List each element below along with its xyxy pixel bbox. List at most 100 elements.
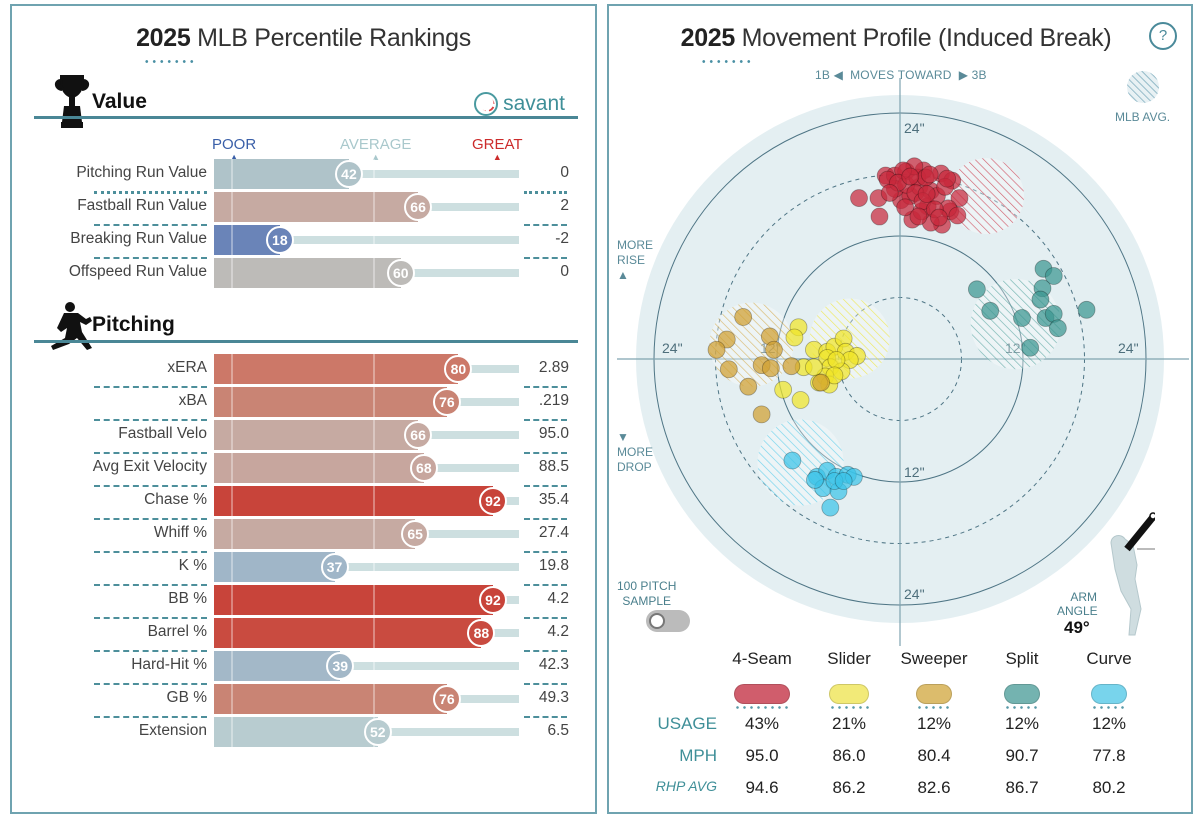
percentile-bar	[214, 453, 424, 483]
row-divider	[524, 191, 567, 194]
pitch-point-4-seam	[950, 189, 969, 207]
percentile-badge: 42	[334, 160, 363, 188]
row-divider	[94, 716, 207, 718]
poor-marker-line	[231, 684, 233, 714]
poor-marker-line	[231, 618, 233, 648]
percentile-track	[377, 728, 519, 736]
pitch-point-split	[1044, 267, 1063, 285]
row-divider	[524, 485, 567, 487]
pitch-point-curve	[834, 472, 853, 490]
average-marker-line	[373, 354, 375, 384]
usage-row-label: USAGE	[657, 714, 717, 733]
average-marker-line	[373, 387, 375, 417]
percentile-row[interactable]: Fastball Run Value 66 2	[12, 192, 599, 222]
percentile-row[interactable]: Avg Exit Velocity 68 88.5	[12, 453, 599, 483]
metric-label: K %	[178, 557, 207, 574]
percentile-row[interactable]: Chase % 92 35.4	[12, 486, 599, 516]
average-marker-line	[373, 651, 375, 681]
metric-value: -2	[555, 230, 569, 247]
metric-value: 49.3	[538, 689, 569, 706]
percentile-row[interactable]: Hard-Hit % 39 42.3	[12, 651, 599, 681]
percentile-row[interactable]: Extension 52 6.5	[12, 717, 599, 747]
percentile-row[interactable]: Whiff % 65 27.4	[12, 519, 599, 549]
up-arrow-icon: ▲	[617, 268, 629, 282]
pitch-point-4-seam	[917, 185, 936, 203]
row-divider	[524, 716, 567, 718]
pitch-swatch-underline	[1091, 706, 1127, 709]
percentile-bar	[214, 618, 482, 648]
percentile-row[interactable]: Barrel % 88 4.2	[12, 618, 599, 648]
savant-logo[interactable]: savant	[474, 92, 565, 116]
pitch-point-sweeper	[782, 357, 801, 376]
row-divider	[524, 551, 567, 553]
pitch-point-slider	[804, 358, 823, 377]
pitch-mph: 90.7	[1005, 746, 1039, 765]
percentile-row[interactable]: K % 37 19.8	[12, 552, 599, 582]
percentile-row[interactable]: Fastball Velo 66 95.0	[12, 420, 599, 450]
pitch-color-swatch[interactable]	[1091, 684, 1127, 704]
row-divider	[524, 386, 567, 388]
pitch-color-swatch[interactable]	[829, 684, 869, 704]
pitching-section-rule	[34, 340, 578, 343]
row-divider	[94, 191, 207, 194]
metric-label: Fastball Run Value	[77, 197, 207, 214]
pitch-mph: 95.0	[745, 746, 779, 765]
percentile-badge: 65	[401, 520, 430, 548]
help-button[interactable]: ?	[1149, 22, 1177, 50]
pitch-name: Split	[1005, 649, 1039, 668]
pitch-sample-label: 100 PITCH SAMPLE	[617, 579, 677, 608]
movement-chart: 24"24"24"24"12"12"12"	[617, 78, 1189, 646]
row-divider	[94, 683, 207, 685]
metric-label: xERA	[167, 359, 207, 376]
percentile-bar	[214, 486, 493, 516]
percentile-row[interactable]: Offspeed Run Value 60 0	[12, 258, 599, 288]
average-marker-line	[373, 258, 375, 288]
metric-label: Extension	[138, 722, 207, 739]
percentile-row[interactable]: Breaking Run Value 18 -2	[12, 225, 599, 255]
pitch-color-swatch[interactable]	[916, 684, 952, 704]
pitch-usage: 43%	[744, 714, 780, 733]
pitch-name: 4-Seam	[732, 649, 792, 668]
pitch-point-sweeper	[752, 405, 771, 424]
pitch-usage: 12%	[1091, 714, 1127, 733]
pitch-usage: 21%	[831, 714, 867, 733]
pitch-point-split	[1077, 300, 1096, 319]
percentile-row[interactable]: xERA 80 2.89	[12, 354, 599, 384]
percentile-row[interactable]: Pitching Run Value 42 0	[12, 159, 599, 189]
pitch-point-split	[967, 280, 986, 299]
percentile-bar	[214, 192, 419, 222]
metric-label: GB %	[166, 689, 207, 706]
percentile-track	[415, 530, 519, 538]
pitch-point-4-seam	[901, 167, 920, 186]
percentile-badge: 18	[265, 226, 294, 254]
title-underline	[700, 60, 752, 63]
pitch-swatch-underline	[1004, 706, 1040, 709]
pitch-name: Slider	[827, 649, 871, 668]
row-divider	[94, 617, 207, 619]
movement-title: 2025 Movement Profile (Induced Break)	[680, 24, 1112, 52]
percentile-badge: 88	[467, 619, 496, 647]
trophy-icon	[54, 75, 90, 128]
percentile-row[interactable]: xBA 76 .219	[12, 387, 599, 417]
baseball-icon	[474, 92, 499, 116]
percentile-badge: 37	[320, 553, 349, 581]
percentile-track	[423, 464, 519, 472]
pitch-point-split	[981, 301, 1000, 320]
poor-marker-line	[231, 651, 233, 681]
pitch-swatch-underline	[734, 706, 790, 709]
average-marker-line	[373, 519, 375, 549]
metric-label: Pitching Run Value	[76, 164, 207, 181]
percentile-row[interactable]: BB % 92 4.2	[12, 585, 599, 615]
percentile-row[interactable]: GB % 76 49.3	[12, 684, 599, 714]
poor-marker-line	[231, 420, 233, 450]
pitch-color-swatch[interactable]	[734, 684, 790, 704]
row-divider	[94, 257, 207, 259]
pitch-point-4-seam	[850, 189, 868, 207]
mlb-avg-label: MLB AVG.	[1115, 110, 1171, 124]
pitch-color-swatch[interactable]	[1004, 684, 1040, 704]
row-divider	[524, 257, 567, 259]
pitch-sample-toggle[interactable]	[646, 610, 690, 632]
poor-marker-line	[231, 519, 233, 549]
value-section-rule	[34, 116, 578, 119]
ring-label-right: 24"	[1118, 340, 1139, 356]
